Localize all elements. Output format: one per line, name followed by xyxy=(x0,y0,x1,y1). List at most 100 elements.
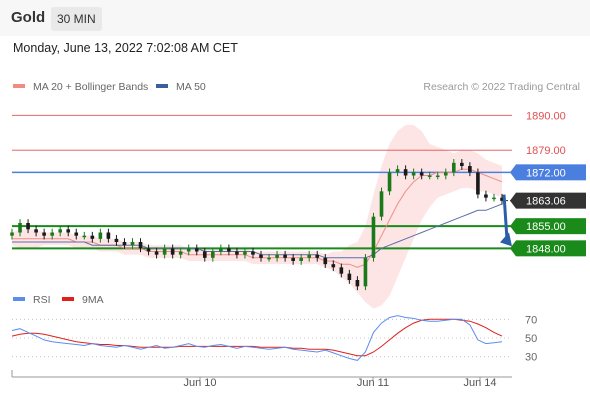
legend-swatch-0 xyxy=(13,84,25,88)
rsi-legend-swatch-0 xyxy=(13,297,25,301)
ma20-line xyxy=(12,168,503,268)
candle-36 xyxy=(299,257,303,261)
candle-40 xyxy=(331,264,336,268)
rsi-tick-70: 70 xyxy=(525,314,537,326)
candle-19 xyxy=(162,248,167,255)
candle-16 xyxy=(138,242,143,249)
candle-32 xyxy=(267,257,271,260)
level-tag-1855.00 xyxy=(516,218,586,235)
symbol-title: Gold xyxy=(11,9,46,26)
candle-8 xyxy=(74,232,79,236)
candle-39 xyxy=(323,257,328,265)
candle-49 xyxy=(403,169,408,176)
candle-27 xyxy=(227,248,231,252)
candle-20 xyxy=(170,248,175,255)
candle-45 xyxy=(371,216,376,258)
candle-42 xyxy=(347,273,352,280)
current-price-tag xyxy=(516,192,586,209)
level-tag-1872.00 xyxy=(516,164,586,181)
candle-12 xyxy=(106,232,111,239)
candle-3 xyxy=(34,229,38,233)
candle-7 xyxy=(66,229,71,233)
candle-38 xyxy=(315,254,320,258)
rsi-legend-label-1: 9MA xyxy=(82,294,104,306)
current-price-tag-arrow xyxy=(510,192,516,209)
ma50-line xyxy=(12,203,503,259)
candle-22 xyxy=(186,248,191,252)
candle-31 xyxy=(259,254,263,258)
x-tick-label-0: Jun 10 xyxy=(183,377,216,389)
x-tick-label-1: Jun 11 xyxy=(357,377,389,389)
candle-13 xyxy=(114,238,119,242)
candle-10 xyxy=(90,235,95,239)
candle-29 xyxy=(243,251,247,255)
candle-26 xyxy=(219,248,223,252)
candle-48 xyxy=(395,169,400,173)
candle-46 xyxy=(379,191,384,217)
legend-label-1: MA 50 xyxy=(176,81,206,93)
candle-1 xyxy=(18,223,22,233)
legend-label-0: MA 20 + Bollinger Bands xyxy=(33,81,148,93)
level-tag-arrow-1855.00 xyxy=(510,218,516,235)
level-label-1879.00: 1879.00 xyxy=(526,145,566,157)
candle-50 xyxy=(411,172,416,176)
rsi-legend-swatch-1 xyxy=(62,297,74,301)
level-tag-arrow-1848.00 xyxy=(510,240,516,257)
candle-0 xyxy=(10,232,14,236)
candle-17 xyxy=(146,248,151,252)
candle-59 xyxy=(484,194,488,198)
x-tick-label-2: Jun 14 xyxy=(463,377,496,389)
level-label-1848.00: 1848.00 xyxy=(526,243,566,255)
level-label-1872.00: 1872.00 xyxy=(526,167,566,179)
candle-21 xyxy=(178,251,183,255)
candle-14 xyxy=(122,242,127,246)
level-tag-arrow-1872.00 xyxy=(510,164,516,181)
candle-28 xyxy=(235,251,239,255)
candle-51 xyxy=(419,172,424,176)
candle-15 xyxy=(130,242,135,246)
candle-24 xyxy=(202,251,207,258)
timeframe-badge[interactable]: 30 MIN xyxy=(51,7,102,31)
candle-43 xyxy=(355,280,360,287)
candle-54 xyxy=(443,172,448,176)
rsi-line xyxy=(11,315,503,361)
current-price-label: 1863.06 xyxy=(526,196,566,208)
rsi-legend-label-0: RSI xyxy=(33,294,51,306)
candle-57 xyxy=(468,166,472,173)
credit-label: Research © 2022 Trading Central xyxy=(423,81,580,93)
rsi-9ma-line xyxy=(11,318,503,357)
candle-25 xyxy=(211,251,215,258)
candle-47 xyxy=(387,172,392,192)
candle-30 xyxy=(251,251,255,255)
candle-9 xyxy=(82,235,87,238)
rsi-tick-50: 50 xyxy=(525,333,537,345)
rsi-tick-30: 30 xyxy=(525,352,537,364)
candle-37 xyxy=(307,254,312,258)
candle-35 xyxy=(291,257,295,261)
candle-41 xyxy=(339,267,344,274)
level-label-1890.00: 1890.00 xyxy=(526,110,566,122)
candle-33 xyxy=(275,254,279,258)
candle-18 xyxy=(154,251,159,255)
candle-4 xyxy=(42,232,46,236)
candle-5 xyxy=(50,232,54,236)
top-bar: Gold 30 MIN xyxy=(0,0,590,36)
candle-2 xyxy=(26,223,30,230)
candle-23 xyxy=(194,248,199,252)
candle-61 xyxy=(500,197,504,201)
candle-53 xyxy=(435,175,440,177)
level-tag-1848.00 xyxy=(516,240,586,257)
candle-34 xyxy=(283,254,287,258)
bollinger-band xyxy=(12,124,502,309)
candle-6 xyxy=(58,229,63,233)
candle-56 xyxy=(460,162,464,166)
level-label-1855.00: 1855.00 xyxy=(526,221,566,233)
legend-swatch-1 xyxy=(156,84,168,88)
candle-11 xyxy=(98,232,103,239)
datetime-label: Monday, June 13, 2022 7:02:08 AM CET xyxy=(13,41,238,55)
candle-55 xyxy=(451,162,456,173)
candle-60 xyxy=(492,197,496,200)
candle-58 xyxy=(476,172,480,195)
candle-52 xyxy=(427,175,432,177)
